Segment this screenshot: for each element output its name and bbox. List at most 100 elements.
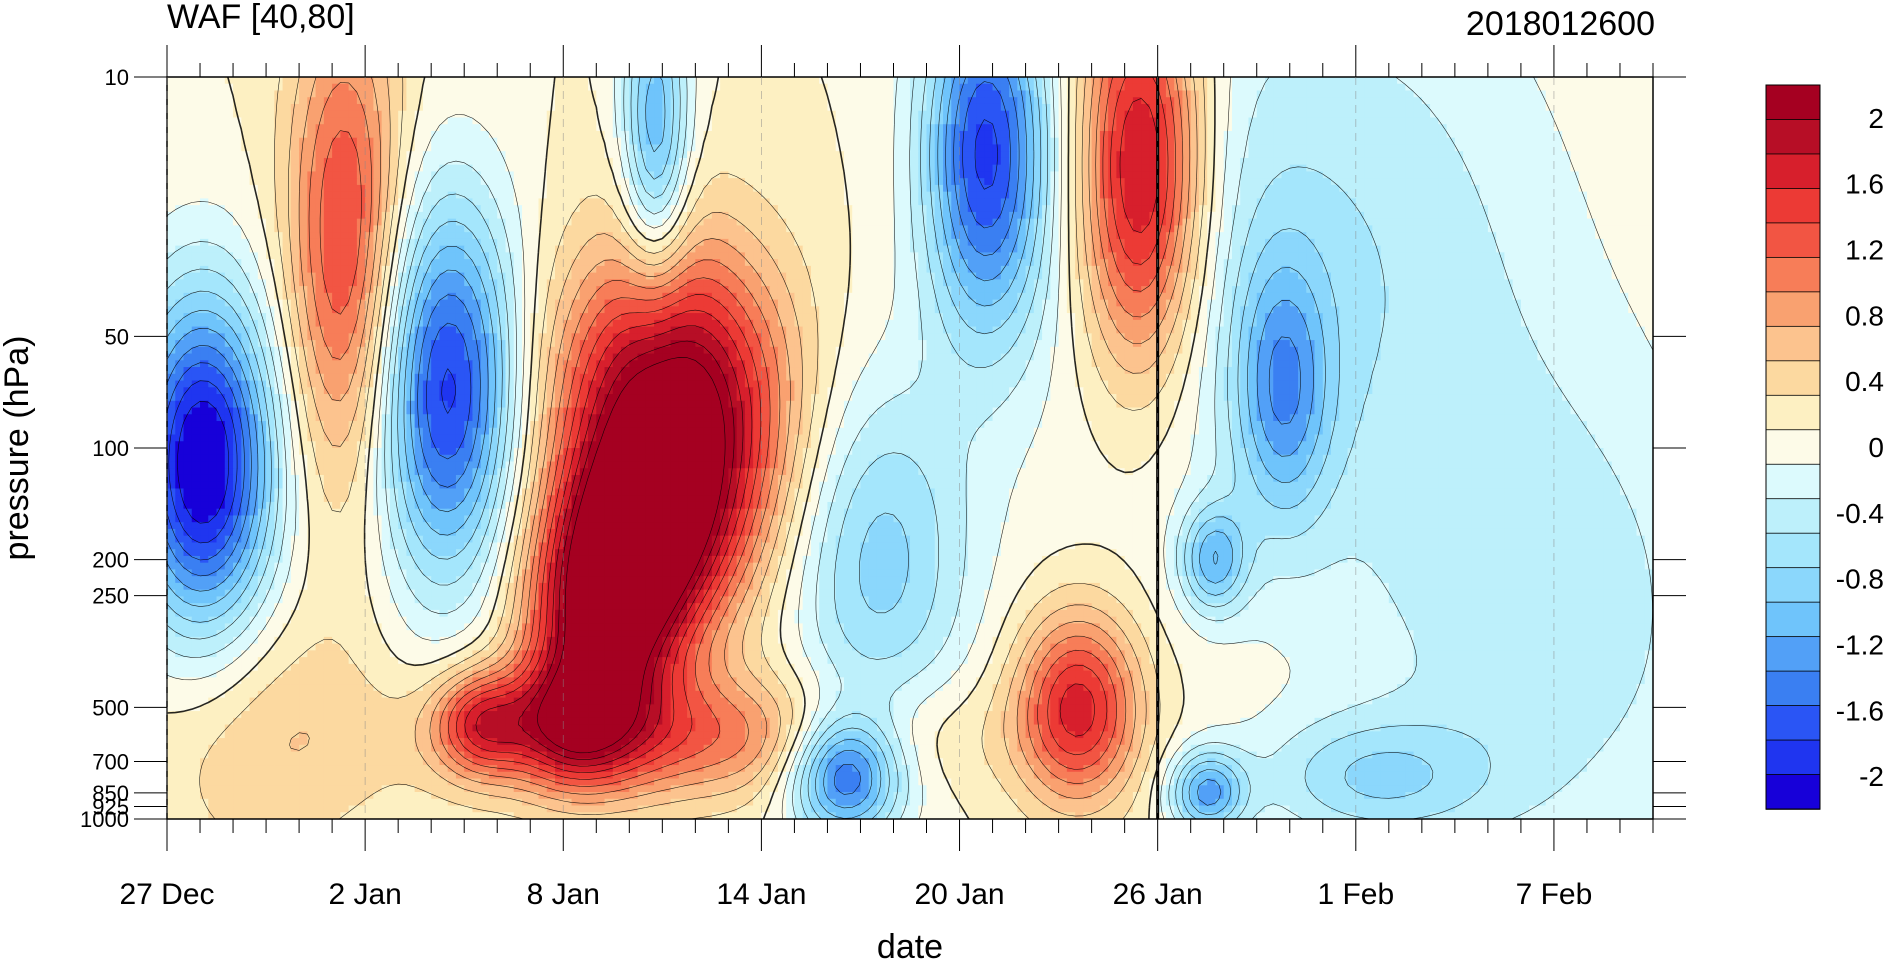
field-cell [1091,252,1101,260]
field-cell [332,232,341,240]
field-cell [513,83,523,92]
field-cell [1347,205,1357,213]
field-cell [687,110,696,119]
field-cell [835,245,845,253]
field-cell [398,164,408,173]
field-cell [1438,83,1448,92]
field-cell [1165,232,1175,240]
field-cell [488,171,498,179]
field-cell [299,124,308,132]
field-cell [571,211,581,220]
field-cell [959,157,969,166]
field-cell [1124,144,1134,152]
field-cell [530,178,540,186]
field-cell [1306,211,1316,220]
field-cell [1463,97,1472,105]
field-cell [1273,157,1283,166]
field-cell [447,245,457,253]
field-cell [910,130,919,139]
field-cell [340,184,350,193]
field-cell [1430,110,1439,119]
field-cell [703,103,713,112]
field-cell [637,238,647,247]
field-cell [1174,198,1184,206]
field-cell [918,191,928,200]
field-cell [464,97,474,105]
field-cell [819,144,829,152]
field-cell [1504,184,1514,193]
field-cell [455,77,465,85]
field-cell [868,171,878,179]
field-cell [736,164,746,173]
field-cell [1116,191,1126,200]
field-cell [1231,252,1241,260]
field-cell [1050,103,1060,112]
field-cell [1009,178,1018,186]
field-cell [472,130,482,139]
field-cell [315,151,325,159]
field-cell [1479,178,1489,186]
field-cell [1306,218,1316,226]
field-cell [1256,225,1266,233]
field-cell [794,124,804,132]
field-cell [744,77,754,85]
field-cell [1289,218,1299,226]
field-cell [943,97,952,105]
field-cell [885,225,895,233]
field-cell [266,117,275,125]
field-cell [1091,90,1101,98]
field-cell [678,191,688,200]
field-cell [1182,198,1192,206]
field-cell [1306,97,1316,105]
field-cell [571,252,581,260]
field-cell [488,232,498,240]
field-cell [728,238,738,247]
field-cell [497,97,507,105]
field-cell [1595,184,1605,193]
field-cell [1421,252,1431,260]
field-cell [1603,124,1613,132]
field-cell [1091,83,1101,92]
field-cell [1281,117,1291,125]
field-cell [695,164,705,173]
field-cell [290,205,300,213]
field-cell [1430,90,1439,98]
field-cell [621,151,630,159]
field-cell [1339,90,1349,98]
field-cell [1025,151,1035,159]
field-cell [1273,218,1283,226]
field-cell [439,137,449,146]
field-cell [1289,252,1299,260]
field-cell [406,178,416,186]
field-cell [538,144,548,152]
field-cell [604,211,614,220]
field-cell [1240,211,1250,220]
field-cell [1075,225,1084,233]
field-cell [480,205,490,213]
field-cell [1339,83,1349,92]
field-cell [521,77,531,85]
field-cell [695,245,705,253]
field-cell [1083,157,1093,166]
field-cell [720,259,729,267]
field-cell [1446,205,1456,213]
field-cell [290,178,300,186]
field-cell [290,184,300,193]
field-cell [1570,151,1580,159]
field-cell [200,110,209,119]
field-cell [447,83,457,92]
field-cell [257,205,267,213]
field-cell [455,83,465,92]
field-cell [1619,97,1629,105]
field-cell [505,164,515,173]
field-cell [356,124,366,132]
field-cell [703,77,713,85]
field-cell [744,97,754,105]
field-cell [1463,198,1472,206]
field-cell [868,178,878,186]
field-cell [621,232,630,240]
field-cell [274,252,284,260]
field-cell [1405,171,1415,179]
field-cell [1512,130,1522,139]
field-cell [687,164,696,173]
